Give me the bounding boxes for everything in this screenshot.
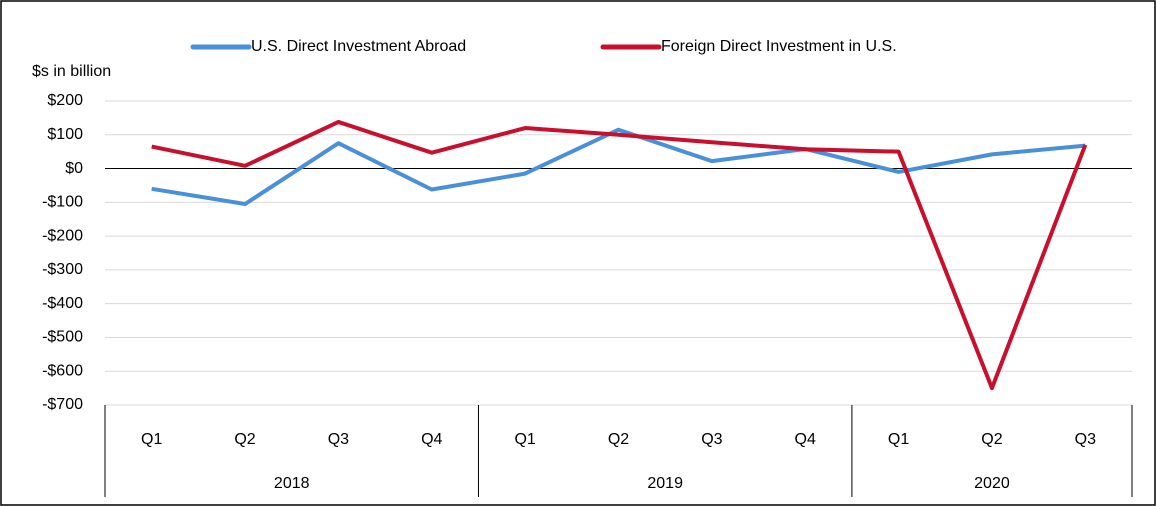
y-tick-label: -$300 xyxy=(42,261,83,278)
x-tick-label: Q3 xyxy=(701,431,722,448)
y-tick-label: -$200 xyxy=(42,227,83,244)
x-tick-label: Q1 xyxy=(888,431,909,448)
y-tick-label: $100 xyxy=(47,126,83,143)
x-tick-label: Q4 xyxy=(795,431,816,448)
y-tick-label: -$500 xyxy=(42,329,83,346)
series-line xyxy=(151,127,1086,207)
y-axis-label: $s in billion xyxy=(32,63,111,80)
group-label: 2020 xyxy=(974,475,1010,492)
series-line xyxy=(151,119,1088,391)
x-tick-label: Q2 xyxy=(234,431,255,448)
x-tick-label: Q1 xyxy=(514,431,535,448)
x-tick-label: Q1 xyxy=(141,431,162,448)
y-tick-label: -$400 xyxy=(42,295,83,312)
y-tick-label: $0 xyxy=(65,160,83,177)
y-tick-label: $200 xyxy=(47,92,83,109)
y-tick-label: -$700 xyxy=(42,396,83,413)
x-tick-label: Q2 xyxy=(981,431,1002,448)
x-tick-label: Q3 xyxy=(328,431,349,448)
legend-label: Foreign Direct Investment in U.S. xyxy=(661,38,897,55)
x-tick-label: Q2 xyxy=(608,431,629,448)
group-label: 2019 xyxy=(647,475,683,492)
legend-label: U.S. Direct Investment Abroad xyxy=(251,38,466,55)
y-tick-label: -$600 xyxy=(42,362,83,379)
group-label: 2018 xyxy=(274,475,310,492)
x-tick-label: Q4 xyxy=(421,431,442,448)
y-tick-label: -$100 xyxy=(42,194,83,211)
x-tick-label: Q3 xyxy=(1075,431,1096,448)
